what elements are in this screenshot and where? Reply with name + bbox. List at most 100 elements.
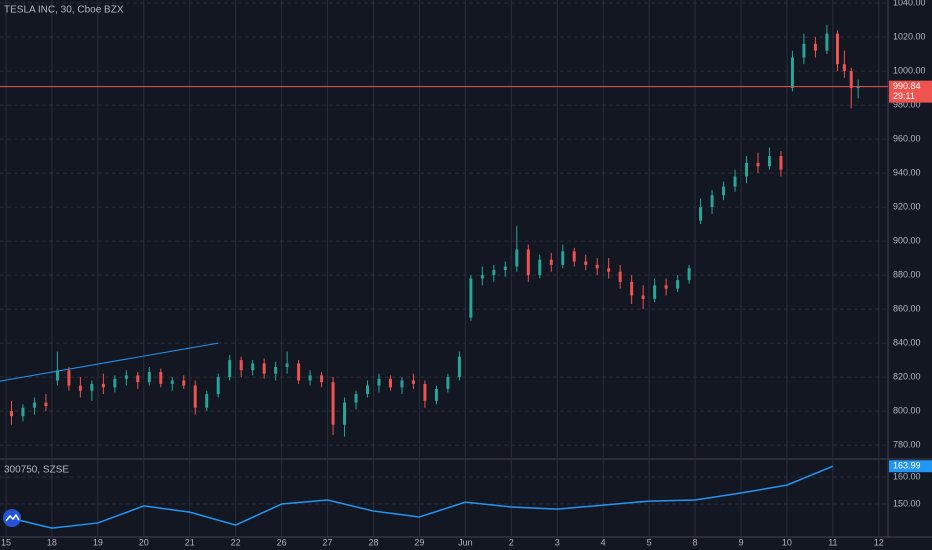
candle-body	[216, 377, 220, 395]
y-tick-label: 1020.00	[893, 31, 926, 41]
y-tick-label: 780.00	[893, 439, 921, 449]
candle-body	[515, 249, 519, 267]
candle-body	[400, 380, 404, 388]
y-tick-label: 150.00	[893, 498, 921, 508]
y-tick-label: 820.00	[893, 371, 921, 381]
x-tick-label: 12	[874, 537, 884, 547]
grid	[0, 0, 888, 537]
y-tick-label: 160.00	[893, 471, 921, 481]
candle-body	[641, 295, 645, 299]
candle-body	[790, 57, 794, 89]
candle-body	[813, 43, 817, 51]
x-tick-label: 19	[93, 537, 103, 547]
candle-body	[55, 370, 59, 381]
candle-body	[825, 33, 829, 51]
x-tick-label: 26	[277, 537, 287, 547]
chart-title: TESLA INC, 30, Cboe BZX	[4, 5, 124, 16]
candle-body	[423, 383, 427, 401]
x-tick-label: 10	[782, 537, 792, 547]
x-tick-label: 28	[368, 537, 378, 547]
x-tick-label: 22	[231, 537, 241, 547]
candle-body	[136, 375, 140, 383]
y-tick-label: 900.00	[893, 235, 921, 245]
x-tick-label: 5	[647, 537, 652, 547]
candle-body	[101, 383, 105, 388]
candle-body	[745, 162, 749, 177]
candle-body	[205, 394, 209, 408]
candle-body	[572, 251, 576, 262]
candle-body	[21, 407, 25, 417]
last-price-label: 990.84	[893, 81, 921, 91]
candle-body	[320, 375, 324, 383]
candle-body	[354, 394, 358, 403]
candle-body	[492, 269, 496, 276]
candle-body	[32, 402, 36, 408]
candle-body	[538, 259, 542, 276]
candle-body	[44, 402, 48, 406]
candle-body	[239, 360, 243, 371]
x-tick-label: 4	[601, 537, 606, 547]
candle-body	[526, 249, 530, 276]
candle-body	[595, 264, 599, 269]
candle-body	[411, 380, 415, 384]
candle-body	[722, 186, 726, 196]
candle-body	[630, 281, 634, 296]
candle-body	[9, 411, 13, 417]
candle-body	[469, 278, 473, 318]
candle-body	[331, 382, 335, 425]
last-price-box	[889, 80, 932, 103]
candle-body	[779, 156, 783, 170]
y-tick-label: 800.00	[893, 405, 921, 415]
x-tick-label: 3	[555, 537, 560, 547]
candle-body	[549, 259, 553, 265]
y-tick-label: 980.00	[893, 99, 921, 109]
candle-body	[90, 383, 94, 391]
x-tick-label: 8	[693, 537, 698, 547]
logo-glyph	[5, 513, 20, 522]
candle-body	[607, 268, 611, 272]
candle-body	[457, 356, 461, 378]
candle-body	[434, 388, 438, 401]
candle-body	[388, 378, 392, 388]
x-tick-label: Jun	[458, 537, 473, 547]
y-tick-label: 960.00	[893, 133, 921, 143]
candle-body	[687, 268, 691, 281]
marks	[0, 25, 888, 529]
candle-body	[756, 162, 760, 167]
candle-body	[767, 156, 771, 167]
candle-body	[377, 378, 381, 386]
x-tick-label: 15	[1, 537, 11, 547]
y-tick-label: 860.00	[893, 303, 921, 313]
candle-body	[228, 360, 232, 378]
pane-title: 300750, SZSE	[4, 465, 69, 476]
line	[5, 465, 834, 529]
x-tick-label: 2	[509, 537, 514, 547]
candle-body	[446, 377, 450, 389]
candle-body	[653, 285, 657, 299]
candle-body	[849, 71, 853, 89]
candle-body	[308, 375, 312, 381]
x-tick-label: 18	[47, 537, 57, 547]
countdown-label: 29:11	[893, 91, 915, 101]
y-tick-label: 880.00	[893, 269, 921, 279]
candle-body	[182, 380, 186, 386]
y-tick-label: 940.00	[893, 167, 921, 177]
y-tick-label: 840.00	[893, 337, 921, 347]
y-tick-label: 1040.00	[893, 0, 926, 7]
candle-body	[170, 380, 174, 384]
candle-body	[584, 261, 588, 265]
candle-body	[835, 33, 839, 65]
candle-body	[561, 251, 565, 265]
candle-body	[856, 86, 860, 89]
y-tick-label: 920.00	[893, 201, 921, 211]
candle-body	[480, 275, 484, 279]
candle-body	[67, 370, 71, 386]
candle-body	[147, 371, 151, 383]
candle-body	[618, 271, 622, 282]
candle-body	[274, 366, 278, 374]
candle-body	[664, 285, 668, 289]
candle-body	[113, 378, 117, 388]
x-tick-label: 20	[139, 537, 149, 547]
x-tick-label: 27	[323, 537, 333, 547]
